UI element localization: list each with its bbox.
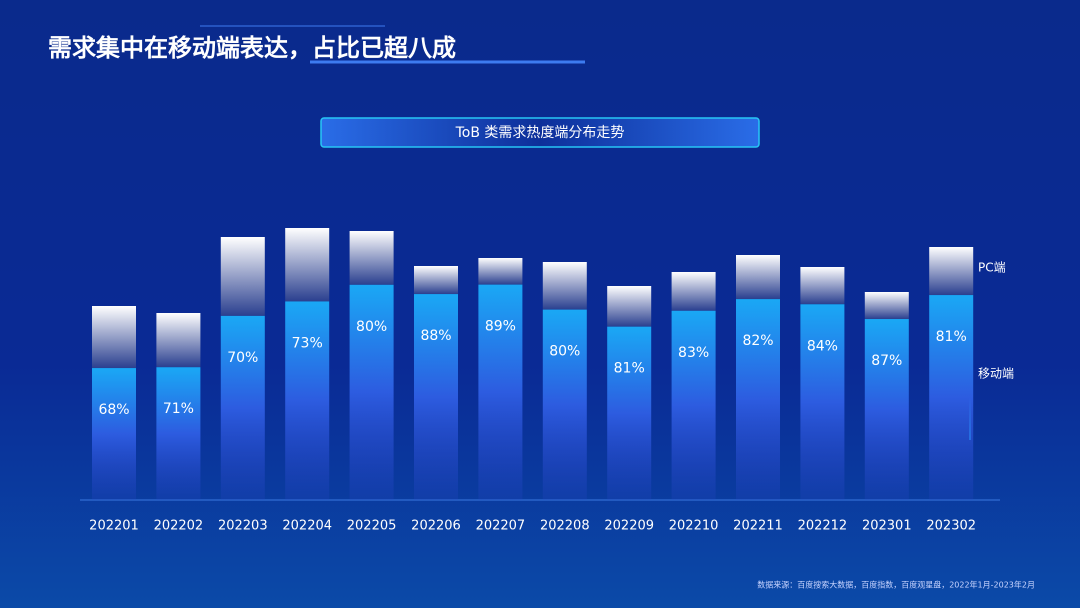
bar-pc bbox=[736, 255, 780, 300]
data-label: 84% bbox=[807, 338, 838, 354]
data-label: 83% bbox=[678, 345, 709, 361]
data-label: 80% bbox=[356, 319, 387, 335]
data-label: 82% bbox=[742, 333, 773, 349]
bar-pc bbox=[92, 306, 136, 369]
chart-title: 需求集中在移动端表达，占比已超八成 bbox=[48, 34, 456, 62]
bar-mobile bbox=[285, 301, 330, 500]
x-tick-label: 202301 bbox=[862, 519, 912, 534]
data-label: 68% bbox=[98, 402, 129, 418]
data-label: 81% bbox=[614, 361, 645, 377]
x-tick-label: 202203 bbox=[218, 519, 268, 534]
bar-pc bbox=[864, 292, 909, 320]
x-tick-label: 202210 bbox=[669, 519, 719, 534]
x-tick-label: 202206 bbox=[411, 519, 461, 534]
legend-label: 移动端 bbox=[978, 367, 1014, 381]
bar-pc bbox=[349, 231, 394, 285]
bar-mobile bbox=[349, 284, 394, 500]
bar-pc bbox=[929, 247, 974, 296]
data-label: 73% bbox=[292, 335, 323, 351]
x-tick-label: 202204 bbox=[282, 519, 332, 534]
data-label: 87% bbox=[871, 353, 902, 369]
bar-pc bbox=[414, 266, 458, 295]
bar-pc bbox=[607, 286, 652, 327]
bar-mobile bbox=[671, 310, 716, 500]
bar-mobile bbox=[478, 284, 523, 500]
bar-mobile bbox=[607, 326, 652, 500]
x-tick-label: 202302 bbox=[926, 519, 976, 534]
x-tick-label: 202207 bbox=[476, 519, 526, 534]
subtitle: ToB 类需求热度端分布走势 bbox=[455, 125, 625, 141]
bar-mobile bbox=[156, 367, 201, 500]
data-label: 70% bbox=[227, 350, 258, 366]
x-tick-label: 202209 bbox=[604, 519, 654, 534]
x-tick-label: 202202 bbox=[154, 519, 204, 534]
data-label: 88% bbox=[420, 328, 451, 344]
bar-pc bbox=[542, 262, 587, 310]
source-note: 数据来源：百度搜索大数据，百度指数，百度观星盘，2022年1月-2023年2月 bbox=[757, 580, 1035, 590]
bar-pc bbox=[800, 267, 845, 305]
data-label: 81% bbox=[936, 329, 967, 345]
bar-pc bbox=[285, 228, 330, 302]
bar-pc bbox=[220, 237, 265, 316]
legend-label: PC端 bbox=[978, 261, 1006, 275]
bar-mobile bbox=[800, 304, 845, 500]
bar-pc bbox=[671, 272, 716, 311]
bar-mobile bbox=[736, 299, 780, 500]
subtitle-box bbox=[320, 117, 760, 148]
bar-pc bbox=[156, 313, 201, 368]
bar-mobile bbox=[414, 294, 458, 500]
x-tick-label: 202208 bbox=[540, 519, 590, 534]
bar-pc bbox=[478, 258, 523, 285]
bar-mobile bbox=[864, 319, 909, 500]
data-label: 71% bbox=[163, 401, 194, 417]
data-label: 80% bbox=[549, 344, 580, 360]
bar-mobile bbox=[92, 368, 136, 500]
x-tick-label: 202212 bbox=[798, 519, 848, 534]
x-tick-label: 202205 bbox=[347, 519, 397, 534]
bar-mobile bbox=[929, 295, 974, 500]
data-label: 89% bbox=[485, 319, 516, 335]
bar-mobile bbox=[220, 315, 265, 500]
bar-mobile bbox=[542, 309, 587, 500]
x-tick-label: 202201 bbox=[89, 519, 139, 534]
x-tick-label: 202211 bbox=[733, 519, 783, 534]
